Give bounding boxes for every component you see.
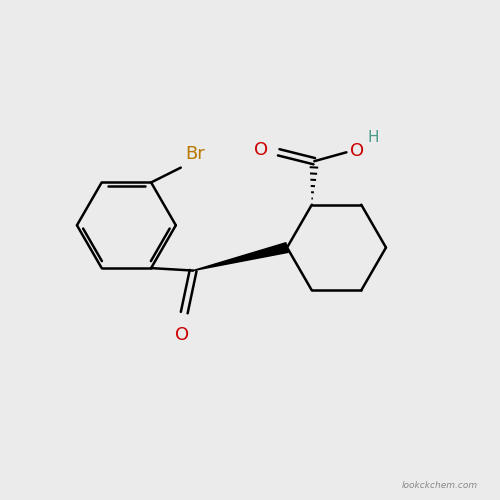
Text: H: H [368, 130, 379, 145]
Text: O: O [175, 326, 190, 344]
Text: O: O [254, 142, 268, 160]
Polygon shape [193, 242, 288, 270]
Text: lookckchem.com: lookckchem.com [402, 481, 477, 490]
Text: O: O [350, 142, 364, 160]
Text: Br: Br [186, 144, 206, 162]
